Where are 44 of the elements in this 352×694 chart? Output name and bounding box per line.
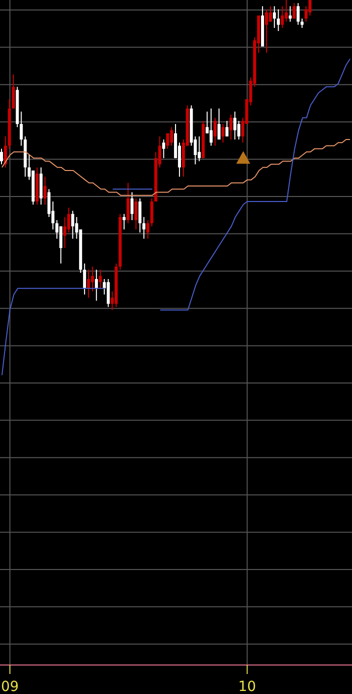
candlestick [142,216,146,240]
candlestick [90,266,94,292]
candlestick [134,198,138,230]
candlestick [162,139,166,159]
x-tick-label: 10 [238,679,256,694]
candlestick [87,269,90,298]
candlestick [229,114,232,140]
candlestick [138,198,142,234]
candlestick [300,18,304,28]
candlestick [284,0,288,22]
candlestick [170,126,174,146]
candlestick [288,6,292,22]
candlestick [126,182,130,224]
candlestick [44,176,47,206]
candlestick [221,124,224,144]
candlestick [237,120,240,140]
candlestick [71,210,74,240]
candlestick [0,148,3,165]
candlestick [166,132,170,150]
candlestick [225,120,228,137]
candlestick [198,136,201,162]
candlestick [4,136,7,168]
candlestick [210,108,213,146]
candlestick [106,278,110,308]
candlestick [12,74,15,110]
candlestick [98,269,102,289]
candlestick [94,269,98,302]
candlestick [218,108,221,140]
candlestick [59,226,62,264]
candlestick [83,263,86,296]
candlestick [276,8,280,32]
candlestick [292,2,296,20]
candlestick [122,213,126,230]
candlestick [214,117,217,146]
x-tick-label: 09 [0,679,19,694]
candlestick [130,192,134,221]
candlestick [296,2,300,26]
candlestick [233,111,236,140]
candlestick [146,220,150,240]
candlestick [272,6,276,28]
candlestick [268,6,272,22]
candlestick [280,6,284,28]
candlestick [264,8,268,54]
candlestick [308,0,312,16]
